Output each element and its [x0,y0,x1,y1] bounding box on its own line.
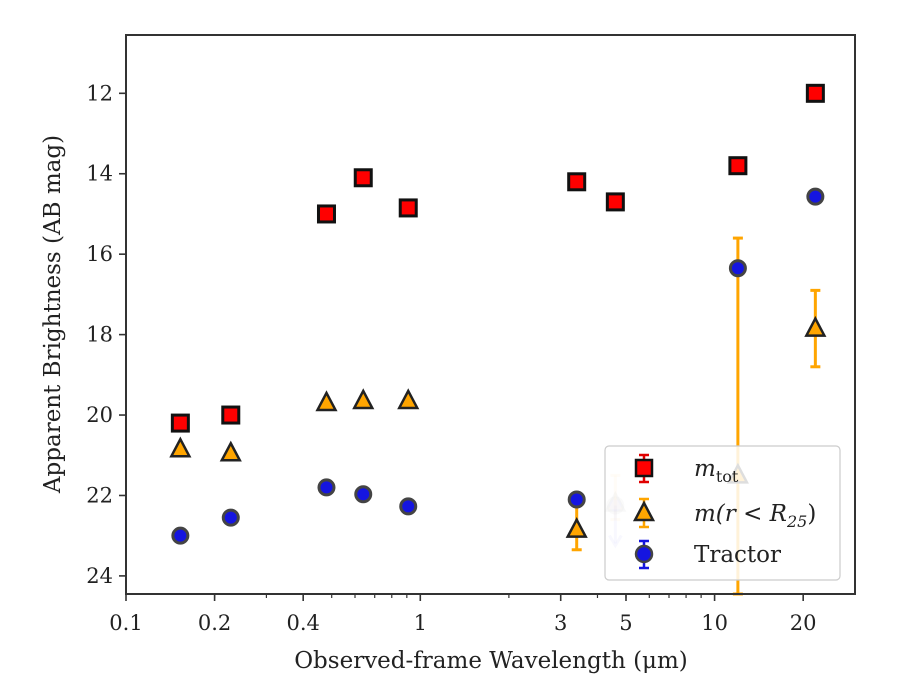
legend-mr-sub: 25 [786,512,807,531]
y-tick-label: 20 [86,403,113,427]
data-point-mtot [316,204,336,224]
x-tick-label: 0.4 [286,611,319,635]
data-point-mr25 [219,440,242,462]
data-markers [169,83,827,545]
data-point-mr25 [169,436,192,458]
x-tick-label: 10 [701,611,728,635]
x-tick-label: 20 [790,611,817,635]
axis-ticks: 0.1 0.2 0.4 1 3 5 10 20 12 14 16 18 20 22 24 [86,81,816,635]
y-tick-label: 12 [86,81,113,105]
legend-entry-tractor: Tractor [634,539,781,570]
x-axis-label: Observed-frame Wavelength (μm) [294,648,688,674]
data-point-tractor [317,478,336,497]
legend-mtot-sub: tot [716,467,739,486]
x-tick-label: 3 [554,611,567,635]
x-tick-label: 0.1 [109,611,142,635]
x-tick-label: 1 [414,611,427,635]
legend-marker-square [634,458,654,478]
legend-entry-mtot: mtot [634,453,739,486]
y-tick-label: 22 [86,483,113,507]
data-point-mr25 [352,388,375,410]
y-tick-label: 18 [86,323,113,347]
legend-mr-suffix: ) [807,501,816,527]
legend: mtot m(r < R25) Tractor [604,445,841,581]
legend-mtot-main: m [694,456,716,482]
data-point-tractor [171,526,190,545]
data-point-tractor [806,187,825,206]
y-axis-label: Apparent Brightness (AB mag) [40,135,66,494]
x-tick-label: 5 [619,611,632,635]
y-tick-label: 16 [86,242,113,266]
data-point-mtot [605,192,625,212]
data-point-mr25 [804,315,827,337]
legend-mr-prefix: m(r < R [694,501,787,527]
data-point-mr25 [565,516,588,538]
data-point-tractor [354,485,373,504]
legend-marker-triangle [632,500,656,522]
data-point-mtot [398,198,418,218]
legend-box [604,445,841,581]
legend-label-mtot: mtot [694,456,739,486]
data-point-mtot [221,405,241,425]
data-point-mtot [170,413,190,433]
data-point-mtot [728,156,748,176]
data-point-mtot [805,83,825,103]
data-point-tractor [567,490,586,509]
data-point-tractor [221,508,240,527]
data-point-mtot [353,168,373,188]
data-point-mr25 [315,390,338,412]
legend-label-mr25: m(r < R25) [694,501,816,531]
legend-marker-circle [634,544,654,564]
y-tick-label: 14 [86,162,113,186]
plot-frame [125,34,856,595]
y-tick-label: 24 [86,564,113,588]
data-point-mr25 [397,388,420,410]
legend-entry-mr25: m(r < R25) [632,497,816,531]
data-point-tractor [399,497,418,516]
legend-label-tractor: Tractor [694,542,781,568]
x-tick-label: 0.2 [198,611,231,635]
data-point-tractor [728,259,747,278]
data-point-mtot [567,172,587,192]
